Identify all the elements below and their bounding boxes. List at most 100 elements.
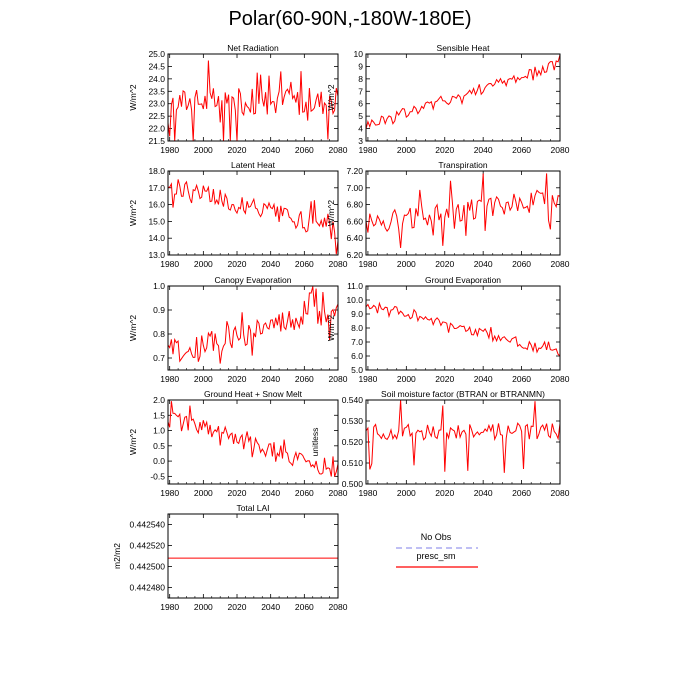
x-tick-label: 2000 xyxy=(397,374,416,384)
x-tick-label: 2060 xyxy=(295,145,314,155)
plot-frame xyxy=(167,170,339,256)
panel-title: Net Radiation xyxy=(227,43,279,53)
panel-title: Total LAI xyxy=(236,503,269,513)
x-tick-label: 2000 xyxy=(397,145,416,155)
x-tick-label: 2020 xyxy=(228,488,247,498)
x-tick-label: 2080 xyxy=(551,145,570,155)
series-line-presc_sm xyxy=(167,60,339,142)
plot-frame xyxy=(365,53,561,142)
x-tick-label: 2060 xyxy=(295,259,314,269)
y-tick-label: 1.0 xyxy=(153,426,165,436)
y-tick-label: 10.0 xyxy=(346,295,363,305)
panel-title: Sensible Heat xyxy=(437,43,491,53)
y-tick-label: 6.80 xyxy=(346,200,363,210)
x-tick-label: 2000 xyxy=(194,259,213,269)
panel-2: Sensible Heat 1980 2000 2020 2040 2060 2080 3 4 5… xyxy=(326,43,570,155)
series-line-presc_sm xyxy=(365,301,561,357)
y-tick-label: 0.442540 xyxy=(130,520,166,530)
panel-8: Soil moisture factor (BTRAN or BTRANMN) 1… xyxy=(310,389,570,498)
y-tick-label: 0.442500 xyxy=(130,562,166,572)
y-tick-label: 7.0 xyxy=(351,337,363,347)
legend: No Obs presc_sm xyxy=(396,532,478,568)
series-line-presc_sm xyxy=(365,399,561,473)
y-tick-label: 24.5 xyxy=(148,61,165,71)
x-tick-label: 2080 xyxy=(329,259,348,269)
y-tick-label: 25.0 xyxy=(148,49,165,59)
x-tick-label: 1980 xyxy=(160,259,179,269)
plot-frame xyxy=(365,170,561,256)
y-tick-label: 0.8 xyxy=(153,329,165,339)
y-tick-label: 0.7 xyxy=(153,353,165,363)
x-tick-label: 1980 xyxy=(160,145,179,155)
x-tick-label: 2080 xyxy=(551,259,570,269)
x-tick-label: 2040 xyxy=(261,602,280,612)
y-tick-label: 8.0 xyxy=(351,323,363,333)
panel-title: Ground Heat + Snow Melt xyxy=(204,389,303,399)
panel-title: Ground Evaporation xyxy=(425,275,501,285)
x-tick-label: 2060 xyxy=(295,602,314,612)
x-tick-label: 2040 xyxy=(474,145,493,155)
x-tick-label: 1980 xyxy=(358,259,377,269)
series-line-presc_sm xyxy=(167,401,339,477)
series-line-presc_sm xyxy=(365,54,561,130)
series-line-presc_sm xyxy=(167,179,339,255)
x-tick-label: 2020 xyxy=(435,145,454,155)
y-axis-label: W/m^2 xyxy=(128,429,138,455)
panel-3: Latent Heat 1980 2000 2020 2040 2060 2080 13.0 1… xyxy=(128,160,348,269)
y-tick-label: 22.5 xyxy=(148,111,165,121)
y-axis-label: W/m^2 xyxy=(128,200,138,226)
y-tick-label: 4 xyxy=(358,124,363,134)
y-tick-label: 18.0 xyxy=(148,166,165,176)
y-tick-label: 11.0 xyxy=(347,281,363,291)
x-tick-label: 2080 xyxy=(551,374,570,384)
x-tick-label: 2040 xyxy=(474,374,493,384)
y-tick-label: 10 xyxy=(354,49,364,59)
y-tick-label: 0.510 xyxy=(342,458,364,468)
y-tick-label: 24.0 xyxy=(148,74,165,84)
y-axis-label: W/m^2 xyxy=(326,200,336,226)
y-tick-label: 6.20 xyxy=(346,250,363,260)
x-tick-label: 2000 xyxy=(397,259,416,269)
y-tick-label: 0.442480 xyxy=(130,583,166,593)
y-tick-label: 15.0 xyxy=(148,216,165,226)
legend-label: presc_sm xyxy=(416,551,455,561)
x-tick-label: 2060 xyxy=(295,374,314,384)
y-tick-label: 23.5 xyxy=(148,86,165,96)
x-tick-label: 2000 xyxy=(194,488,213,498)
y-tick-label: 6 xyxy=(358,99,363,109)
x-tick-label: 2060 xyxy=(512,374,531,384)
y-tick-label: -0.5 xyxy=(150,471,165,481)
y-tick-label: 5 xyxy=(358,111,363,121)
series-line-presc_sm xyxy=(365,173,561,248)
y-axis-label: W/m^2 xyxy=(326,84,336,110)
y-axis-label: W/m^2 xyxy=(326,315,336,341)
x-tick-label: 2000 xyxy=(194,374,213,384)
y-tick-label: 0.442520 xyxy=(130,541,166,551)
x-tick-label: 1980 xyxy=(160,374,179,384)
x-tick-label: 2020 xyxy=(435,374,454,384)
figure-title: Polar(60-90N,-180W-180E) xyxy=(228,8,472,30)
y-tick-label: 0.540 xyxy=(342,395,364,405)
y-tick-label: 0.530 xyxy=(342,416,364,426)
y-tick-label: 5.0 xyxy=(351,365,363,375)
x-tick-label: 2040 xyxy=(261,145,280,155)
y-tick-label: 7 xyxy=(358,86,363,96)
y-axis-label: W/m^2 xyxy=(128,315,138,341)
plot-frame xyxy=(365,285,561,371)
y-tick-label: 9 xyxy=(358,61,363,71)
series-line-presc_sm xyxy=(167,286,339,364)
x-tick-label: 1980 xyxy=(160,602,179,612)
x-tick-label: 2060 xyxy=(512,145,531,155)
x-tick-label: 2080 xyxy=(551,488,570,498)
y-tick-label: 6.60 xyxy=(346,216,363,226)
panel-5: Canopy Evaporation 1980 2000 2020 2040 2060 20… xyxy=(128,275,348,384)
x-tick-label: 2020 xyxy=(228,145,247,155)
x-tick-label: 2000 xyxy=(194,145,213,155)
x-tick-label: 2080 xyxy=(329,374,348,384)
plot-frame xyxy=(365,399,561,485)
y-axis-label: W/m^2 xyxy=(128,84,138,110)
y-tick-label: 6.40 xyxy=(346,233,363,243)
x-tick-label: 2000 xyxy=(194,602,213,612)
